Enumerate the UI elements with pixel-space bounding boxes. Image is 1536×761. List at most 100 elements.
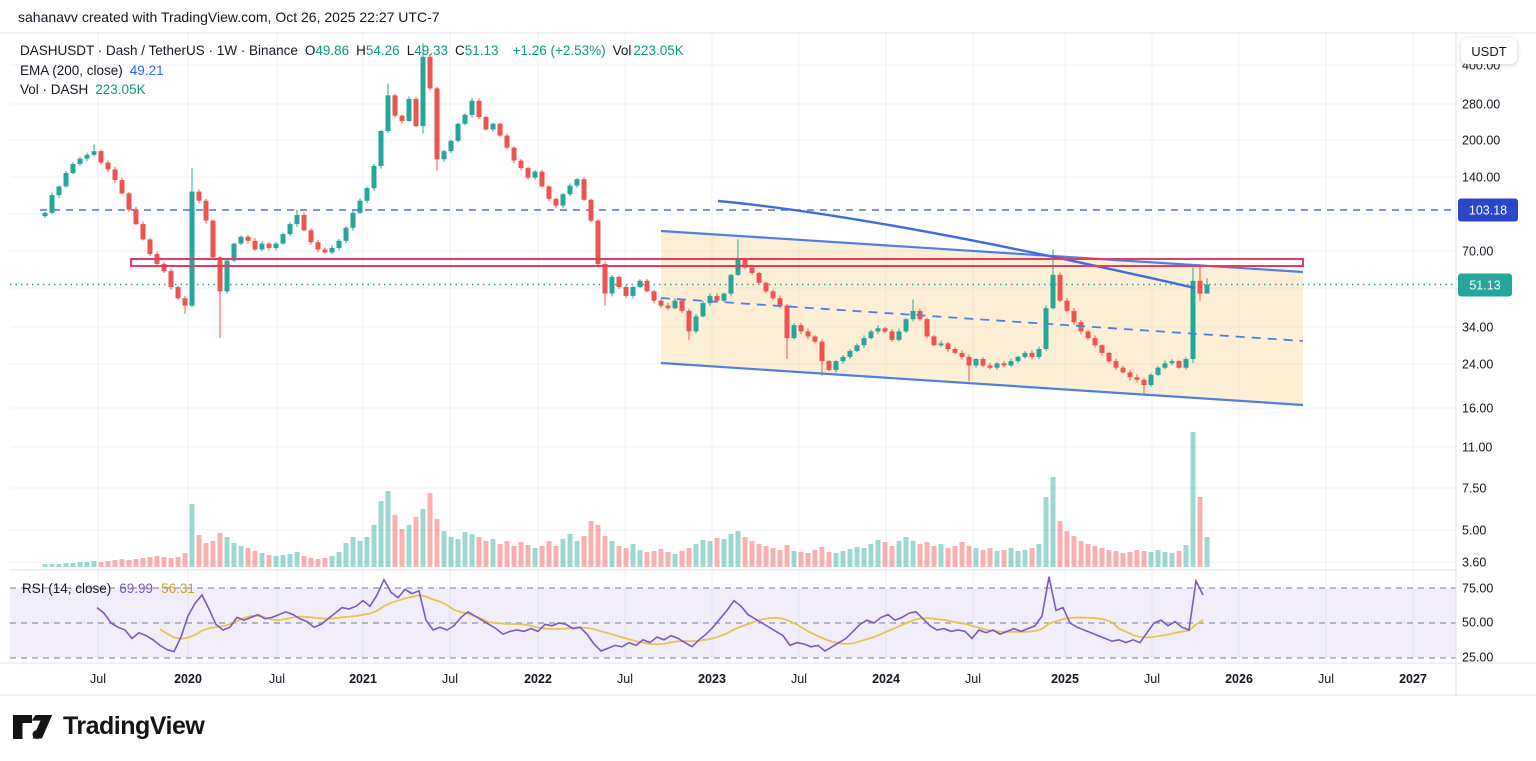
candle-body [126, 193, 132, 210]
volume-bar [959, 542, 965, 567]
candle-body [546, 186, 552, 199]
price-tick-label: 5.00 [1462, 524, 1486, 538]
volume-bar [1148, 552, 1154, 567]
candle-body [609, 276, 615, 294]
volume-bar [609, 541, 615, 567]
candle-body [490, 123, 496, 130]
rsi-tick-label: 75.00 [1462, 582, 1493, 596]
channel-fill-layer [661, 231, 1303, 405]
time-tick-label: 2027 [1399, 672, 1427, 686]
volume-bar [693, 544, 699, 567]
volume-bar [770, 548, 776, 567]
candle-body [112, 169, 118, 180]
price-tick-label: 7.50 [1462, 482, 1486, 496]
candle-body [637, 280, 643, 287]
candles-layer[interactable] [42, 43, 1210, 394]
candle-body [959, 352, 965, 357]
candle-body [301, 215, 307, 231]
candle-body [840, 356, 846, 362]
candle-body [238, 236, 244, 244]
price-badge [1458, 198, 1518, 222]
volume-bar [1141, 551, 1147, 567]
volume-bar [658, 549, 664, 567]
ema-row[interactable]: EMA (200, close) 49.21 [20, 61, 691, 81]
candle-body [574, 179, 580, 186]
time-axis[interactable]: Jul 2020 Jul 2021 Jul 2022 Jul 2023 Jul 2024 Jul 20… [90, 672, 1427, 686]
candle-body [749, 267, 755, 273]
candle-body [1127, 372, 1133, 378]
volume-bar [1085, 544, 1091, 567]
time-tick-label: Jul [791, 672, 807, 686]
tradingview-logo[interactable]: TradingView [13, 712, 205, 741]
candle-body [1050, 274, 1056, 309]
candle-body [1085, 331, 1091, 339]
candle-body [602, 263, 608, 294]
rsi-layer[interactable] [10, 576, 1456, 659]
vol-label: Vol [612, 43, 632, 58]
candle-body [371, 165, 377, 189]
time-tick-label: 2021 [349, 672, 377, 686]
volume-bar [1064, 531, 1070, 567]
candle-body [1001, 363, 1007, 366]
volume-bar [434, 519, 440, 567]
volume-bar [112, 560, 118, 567]
time-tick-label: Jul [1144, 672, 1160, 686]
candle-body [1162, 363, 1168, 368]
candle-body [1148, 374, 1154, 386]
candle-body [119, 179, 125, 194]
candle-body [1022, 352, 1028, 357]
volume-bar [504, 541, 510, 567]
volume-bar [539, 546, 545, 567]
volume-bar [49, 564, 55, 567]
volume-bar [1169, 553, 1175, 567]
candle-body [1036, 349, 1042, 357]
candle-body [1015, 356, 1021, 362]
volume-bar [581, 536, 587, 567]
candle-body [798, 325, 804, 332]
candle-body [658, 300, 664, 306]
volume-bar [973, 548, 979, 567]
legend-block: DASHUSDT · Dash / TetherUS · 1W · Binanc… [20, 41, 691, 100]
candle-body [497, 123, 503, 136]
candle-body [861, 338, 867, 346]
volume-bar [994, 551, 1000, 567]
volume-bar [833, 553, 839, 567]
time-tick-label: Jul [269, 672, 285, 686]
candle-body [945, 343, 951, 350]
volume-bar [917, 544, 923, 567]
volume-bar [1029, 548, 1035, 567]
price-tick-label: 34.00 [1462, 321, 1493, 335]
rsi-legend[interactable]: RSI (14, close) 69.99 56.31 [22, 581, 195, 596]
volume-bar [910, 541, 916, 567]
candle-body [1190, 280, 1196, 360]
candle-body [98, 151, 104, 163]
price-axis[interactable]: 400.00280.00200.00140.0070.0034.0024.001… [1458, 59, 1518, 665]
rsi-tick-label: 50.00 [1462, 616, 1493, 630]
price-badge [1458, 273, 1512, 297]
currency-toggle-button[interactable]: USDT [1461, 38, 1517, 64]
candle-body [1099, 345, 1105, 353]
rsi-value: 69.99 [119, 581, 154, 596]
drawings-layer[interactable] [130, 199, 1304, 407]
volume-bar [756, 544, 762, 567]
volume-bar [945, 548, 951, 567]
price-tick-label: 140.00 [1462, 171, 1500, 185]
volume-bar [294, 552, 300, 567]
candle-body [504, 135, 510, 148]
candle-body [1120, 367, 1126, 373]
volume-bar [455, 539, 461, 567]
volume-bar [1155, 550, 1161, 567]
volume-bar [336, 552, 342, 567]
candle-body [553, 198, 559, 206]
candle-body [595, 220, 601, 264]
volume-bar [819, 547, 825, 567]
volume-bar [686, 548, 692, 567]
time-tick-label: Jul [965, 672, 981, 686]
volume-bar [518, 542, 524, 567]
volume-indicator-row[interactable]: Vol · DASH 223.05K [20, 80, 691, 100]
volume-bar [623, 548, 629, 567]
candle-body [469, 100, 475, 115]
symbol-row[interactable]: DASHUSDT · Dash / TetherUS · 1W · Binanc… [20, 41, 691, 61]
volume-bar [147, 557, 153, 567]
